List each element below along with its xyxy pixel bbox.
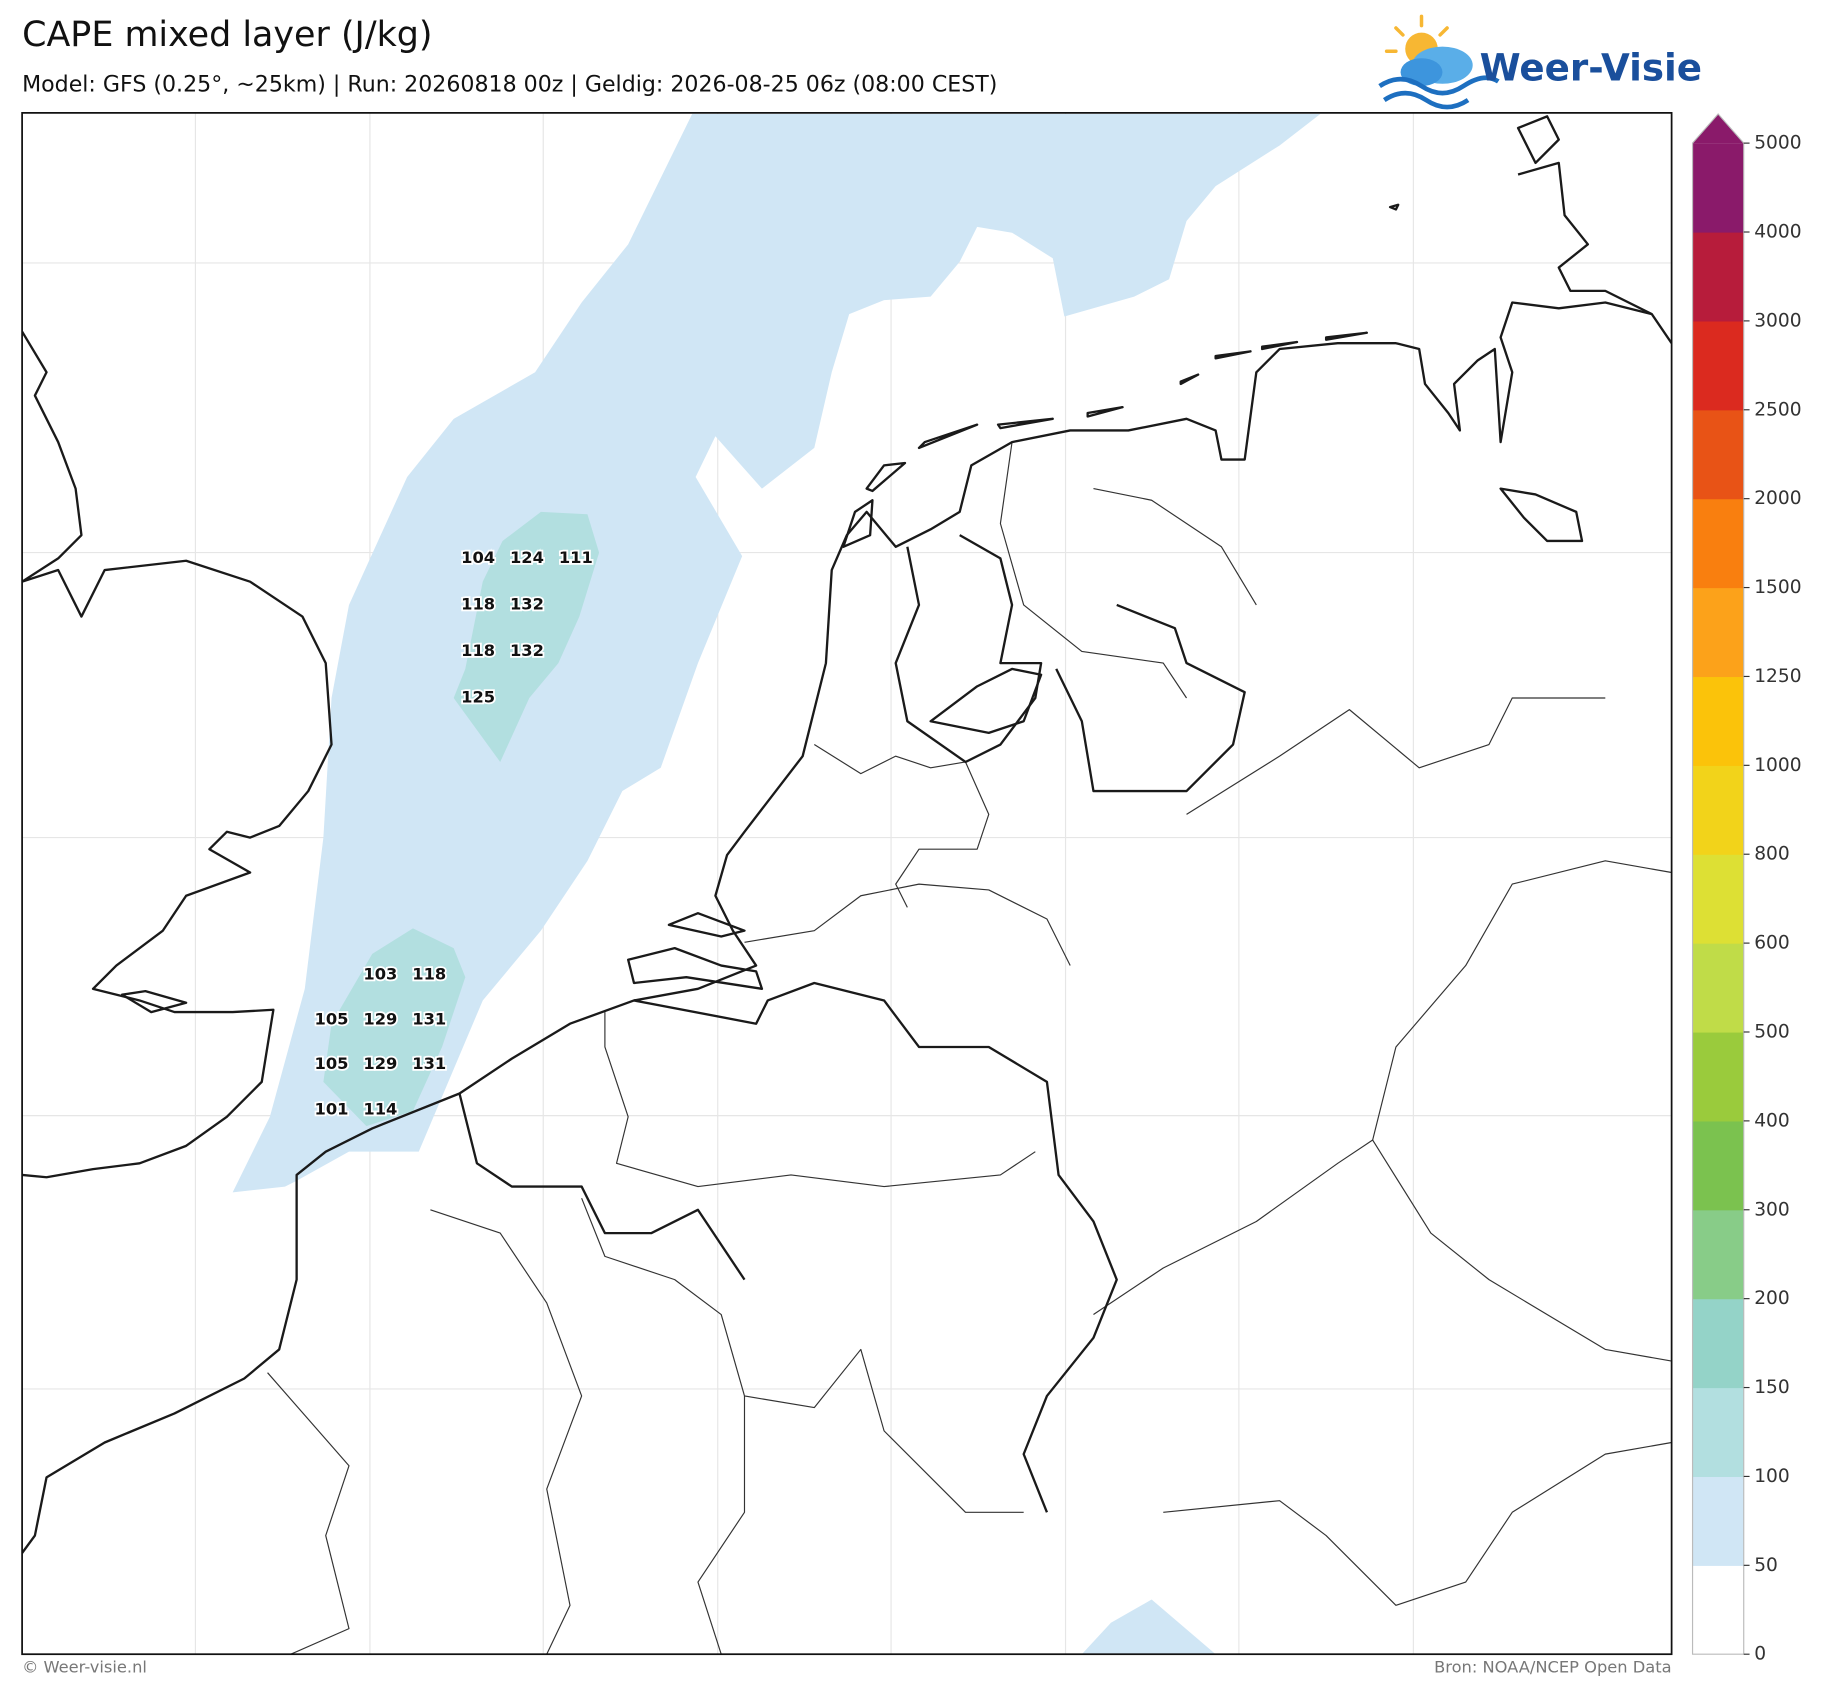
colorbar-segment	[1692, 765, 1744, 855]
colorbar-segment	[1692, 143, 1744, 233]
cape-area-50	[232, 114, 1321, 1193]
point-value: 105	[315, 1010, 349, 1029]
cape-shading	[232, 114, 1321, 1655]
colorbar-outline	[1691, 113, 1745, 1655]
colorbar-extend-arrow	[1692, 114, 1744, 144]
point-value: 124	[510, 548, 544, 567]
cape-area-50	[1081, 1599, 1216, 1655]
colorbar-tick-label: 2000	[1754, 488, 1801, 509]
colorbar-segment	[1692, 854, 1744, 944]
logo-icon	[1378, 14, 1500, 110]
colorbar: 0 50 100 150 200 300 400 500 600 800 1000 1250 1500 2…	[1691, 113, 1802, 1665]
colorbar-tick-label: 1000	[1754, 755, 1801, 776]
subtitle: Model: GFS (0.25°, ~25km) | Run: 2026081…	[22, 71, 997, 97]
colorbar-segment	[1692, 1476, 1744, 1566]
map-frame	[21, 112, 1673, 1656]
point-value: 118	[461, 641, 495, 660]
colorbar-segment	[1692, 1209, 1744, 1300]
colorbar-segment	[1692, 232, 1744, 322]
point-value: 131	[412, 1010, 446, 1029]
colorbar-segment	[1692, 320, 1744, 411]
point-value: 129	[363, 1010, 397, 1029]
colorbar-tick-label: 2500	[1754, 399, 1801, 420]
logo: Weer-Visie	[1378, 14, 1702, 110]
point-value: 118	[412, 964, 446, 983]
title: CAPE mixed layer (J/kg)	[22, 15, 432, 55]
footer-credit: © Weer-visie.nl	[22, 1658, 147, 1677]
point-value: 104	[461, 548, 495, 567]
colorbar-segment	[1692, 498, 1744, 589]
colorbar-segment	[1692, 676, 1744, 766]
colorbar-tick-label: 5000	[1754, 133, 1801, 154]
cape-area-100	[323, 928, 466, 1127]
colorbar-tick-label: 1250	[1754, 666, 1801, 687]
colorbar-segment	[1692, 1387, 1744, 1478]
point-value: 103	[363, 964, 397, 983]
colorbar-tick-label: 150	[1754, 1377, 1790, 1398]
colorbar-tick-label: 400	[1754, 1110, 1790, 1131]
colorbar-segment	[1692, 409, 1744, 500]
point-values: 104 124 111 118 132 118 132 125 103 118 105 129 131 1…	[313, 546, 595, 1120]
point-value: 111	[559, 548, 593, 567]
cape-area-100	[453, 511, 600, 762]
coastlines	[22, 115, 1672, 1554]
point-value: 129	[363, 1054, 397, 1073]
point-value: 125	[461, 688, 495, 707]
colorbar-segment	[1692, 1031, 1744, 1122]
point-value: 114	[363, 1099, 397, 1118]
colorbar-tick-label: 4000	[1754, 222, 1801, 243]
map: 104 124 111 118 132 118 132 125 103 118 105 129 131 1…	[21, 112, 1673, 1656]
map-background	[22, 112, 1672, 1655]
colorbar-tick-label: 50	[1754, 1555, 1778, 1576]
colorbar-tick-label: 600	[1754, 933, 1790, 954]
colorbar-tick-label: 500	[1754, 1021, 1790, 1042]
colorbar-segment	[1692, 1298, 1744, 1389]
point-value: 105	[315, 1054, 349, 1073]
colorbar-tick-label: 800	[1754, 844, 1790, 865]
point-value: 101	[315, 1099, 349, 1118]
point-value: 131	[412, 1054, 446, 1073]
colorbar-segment	[1692, 1120, 1744, 1211]
colorbar-segment	[1692, 943, 1744, 1033]
footer-source: Bron: NOAA/NCEP Open Data	[1434, 1658, 1672, 1677]
colorbar-tick-label: 300	[1754, 1199, 1790, 1220]
point-value: 118	[461, 594, 495, 613]
colorbar-tick-label: 3000	[1754, 310, 1801, 331]
colorbar-tick-label: 200	[1754, 1288, 1790, 1309]
colorbar-segment	[1692, 587, 1744, 678]
colorbar-tick-label: 100	[1754, 1466, 1790, 1487]
borders	[267, 441, 1672, 1655]
point-value: 132	[510, 594, 544, 613]
colorbar-segment	[1692, 1565, 1744, 1655]
logo-text: Weer-Visie	[1480, 45, 1702, 89]
colorbar-tick-label: 0	[1754, 1644, 1766, 1665]
colorbar-tick-label: 1500	[1754, 577, 1801, 598]
point-value: 132	[510, 641, 544, 660]
